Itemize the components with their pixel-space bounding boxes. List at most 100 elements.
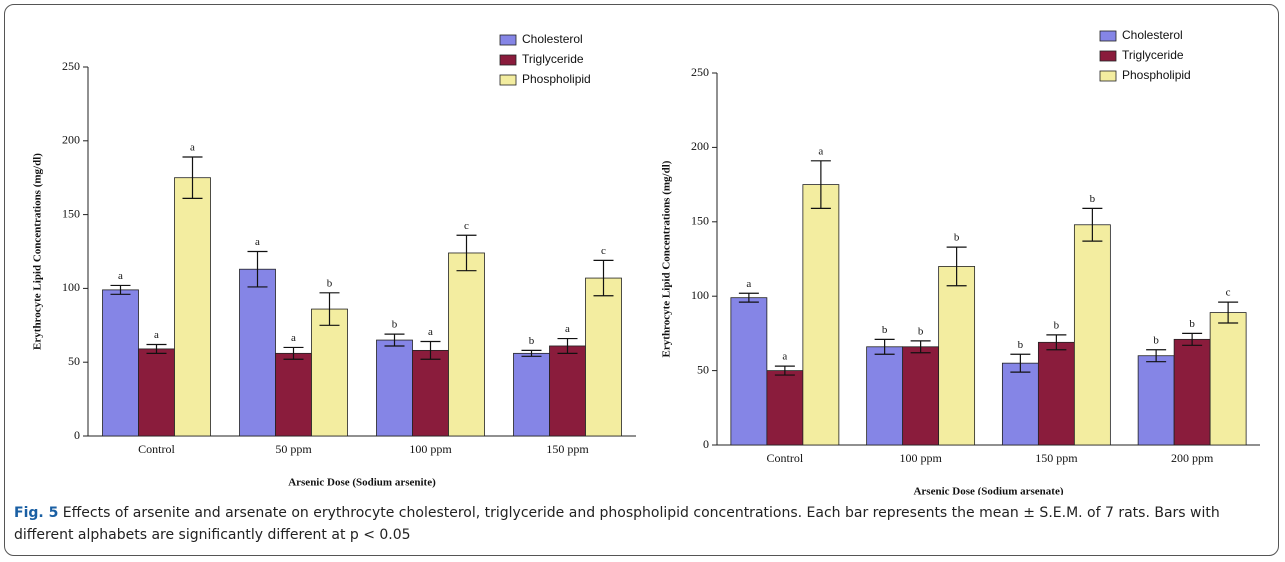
significance-letter: a: [782, 351, 787, 363]
x-tick-label: 100 ppm: [409, 442, 452, 456]
charts: 0 50 100 150 200 250 Erythrocyte Lipid Concent…: [32, 28, 1260, 495]
legend-label: Cholesterol: [522, 32, 583, 46]
bar: [1073, 224, 1111, 446]
significance-letter: b: [392, 319, 398, 331]
bar: [585, 277, 622, 437]
significance-letter: c: [1226, 287, 1231, 299]
error-bar: [810, 160, 831, 210]
x-tick-label: 150 ppm: [546, 442, 589, 456]
significance-letter: a: [118, 270, 123, 282]
bar: [311, 308, 348, 437]
error-bar: [182, 156, 203, 199]
significance-letter: b: [918, 325, 924, 337]
bar: [275, 352, 312, 437]
error-bar: [420, 340, 441, 360]
error-bar: [1218, 301, 1239, 324]
significance-letter: b: [1189, 318, 1195, 330]
bar: [376, 339, 413, 437]
significance-letter: a: [428, 326, 433, 338]
error-bar: [593, 259, 614, 297]
bar: [1001, 362, 1039, 446]
legend-swatch: [1099, 70, 1117, 82]
significance-letter: a: [255, 236, 260, 248]
error-bar: [110, 284, 131, 295]
significance-letter: b: [1153, 334, 1159, 346]
significance-letter: b: [1054, 319, 1060, 331]
bar: [102, 289, 139, 437]
figure-frame: [4, 4, 1279, 556]
bar: [1209, 312, 1247, 446]
error-bar: [1146, 349, 1167, 363]
error-bar: [557, 337, 578, 354]
y-tick-label: 250: [62, 59, 80, 73]
bar: [938, 266, 976, 446]
legend-swatch: [499, 54, 517, 66]
bar: [1037, 341, 1075, 446]
error-bar: [774, 365, 795, 376]
error-bar: [910, 340, 931, 354]
error-bar: [283, 346, 304, 360]
significance-letter: b: [954, 232, 960, 244]
y-tick-label: 0: [74, 428, 80, 442]
bar: [239, 268, 276, 437]
x-tick-label: 100 ppm: [899, 451, 942, 465]
error-bar: [146, 343, 167, 354]
error-bar: [319, 292, 340, 326]
bar: [412, 349, 449, 437]
legend-label: Cholesterol: [1122, 28, 1183, 42]
error-bar: [456, 234, 477, 272]
bar: [1137, 355, 1175, 446]
y-tick-label: 150: [691, 214, 709, 228]
significance-letter: c: [464, 220, 469, 232]
error-bar: [1010, 353, 1031, 373]
y-tick-label: 150: [62, 206, 80, 220]
legend-label: Phospholipid: [522, 72, 591, 86]
axis-title: Arsenic Dose (Sodium arsenite): [288, 477, 436, 489]
significance-letter: b: [1018, 339, 1024, 351]
error-bar: [1046, 334, 1067, 351]
significance-letter: a: [190, 142, 195, 154]
legend-swatch: [1099, 30, 1117, 42]
x-tick-label: 50 ppm: [275, 442, 312, 456]
significance-letter: b: [882, 324, 888, 336]
y-tick-label: 200: [62, 133, 80, 147]
legend-swatch: [499, 34, 517, 46]
caption-text: Effects of arsenite and arsenate on eryt…: [14, 505, 1220, 543]
bar: [448, 252, 485, 437]
axis-title: Arsenic Dose (Sodium arsenate): [913, 486, 1063, 495]
bar: [766, 370, 804, 446]
y-tick-label: 100: [62, 280, 80, 294]
error-bar: [384, 333, 405, 347]
bar: [866, 346, 904, 446]
legend-swatch: [499, 74, 517, 86]
significance-letter: b: [529, 335, 535, 347]
caption: Fig. 5 Effects of arsenite and arsenate …: [14, 502, 1264, 546]
axis-title: Erythrocyte Lipid Concentrations (mg/dl): [661, 160, 673, 357]
x-tick-label: 150 ppm: [1035, 451, 1078, 465]
error-bar: [738, 292, 759, 303]
bar: [730, 297, 768, 446]
y-tick-label: 200: [691, 139, 709, 153]
legend-label: Triglyceride: [1122, 48, 1184, 62]
error-bar: [1182, 332, 1203, 346]
legend-label: Triglyceride: [522, 52, 584, 66]
significance-letter: a: [565, 323, 570, 335]
significance-letter: a: [291, 332, 296, 344]
legend-label: Phospholipid: [1122, 68, 1191, 82]
significance-letter: b: [1090, 193, 1096, 205]
error-bar: [247, 250, 268, 288]
error-bar: [521, 349, 542, 357]
x-tick-label: Control: [138, 442, 175, 456]
caption-label: Fig. 5: [14, 505, 59, 521]
bar: [1173, 338, 1211, 446]
y-tick-label: 250: [691, 65, 709, 79]
significance-letter: a: [746, 278, 751, 290]
error-bar: [946, 246, 967, 287]
bar: [513, 352, 550, 437]
bar: [549, 345, 586, 437]
significance-letter: b: [327, 277, 333, 289]
significance-letter: a: [818, 145, 823, 157]
bar: [902, 346, 940, 446]
legend-swatch: [1099, 50, 1117, 62]
